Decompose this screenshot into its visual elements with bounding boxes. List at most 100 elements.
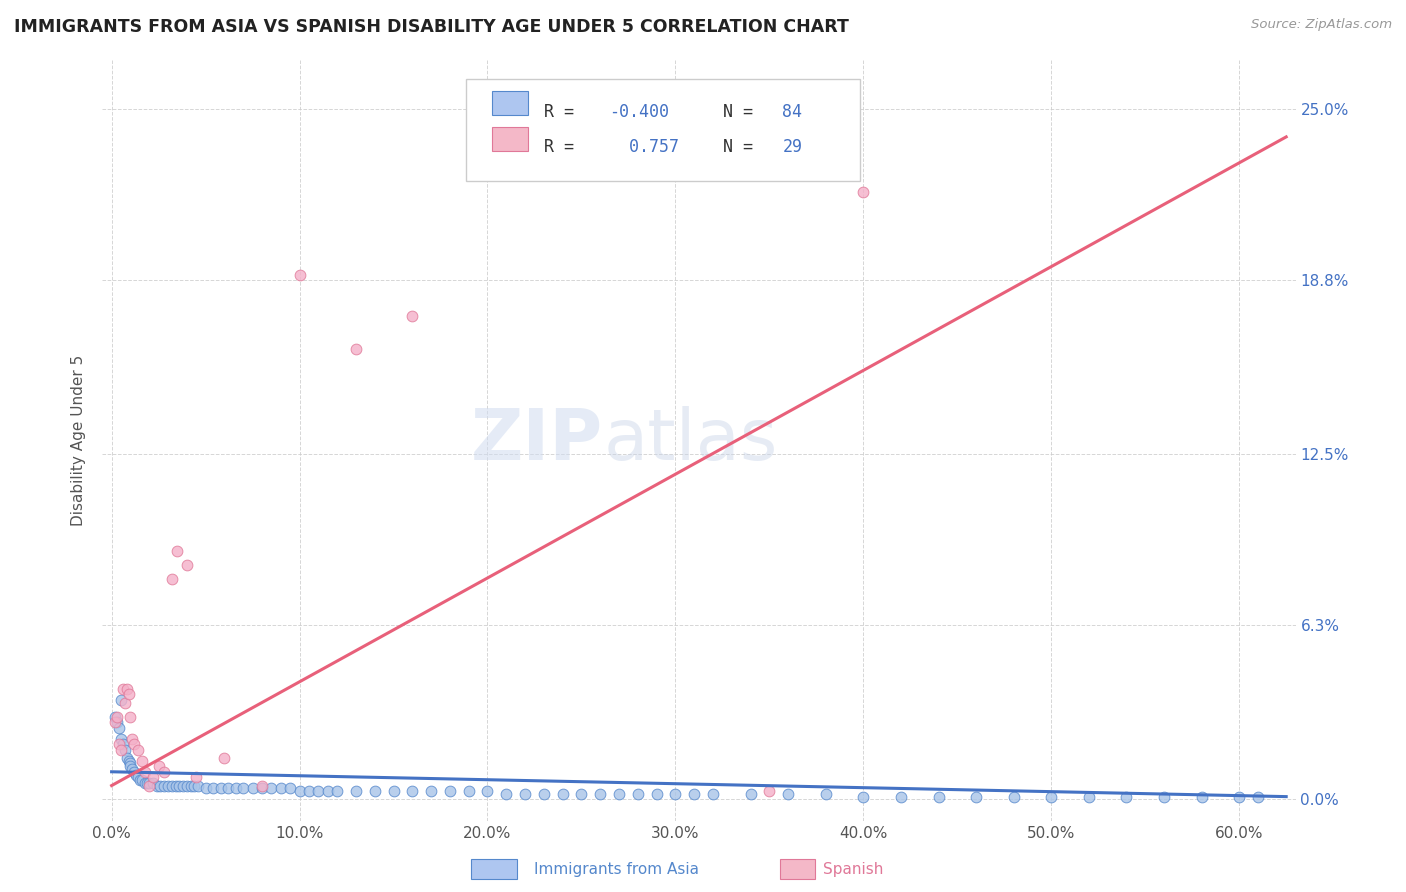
Point (664, 787, 686, 801)
Point (111, 681, 134, 696)
Text: R =: R = (544, 103, 583, 121)
Point (242, 781, 264, 796)
Point (114, 742, 136, 756)
Point (111, 737, 134, 751)
Point (131, 772, 153, 787)
Point (439, 784, 461, 798)
Point (110, 693, 132, 707)
Point (344, 343, 367, 357)
Point (890, 789, 912, 804)
Point (176, 558, 198, 572)
Point (288, 268, 311, 282)
Text: atlas: atlas (603, 406, 778, 475)
Point (138, 776, 160, 790)
Point (298, 784, 321, 798)
Point (148, 759, 170, 773)
Point (852, 789, 875, 804)
Point (153, 764, 176, 779)
Point (1153, 789, 1175, 804)
Text: 29: 29 (782, 138, 803, 156)
Point (138, 779, 160, 793)
Point (1002, 789, 1025, 804)
Point (160, 572, 183, 586)
Point (683, 787, 706, 801)
Point (142, 770, 165, 784)
Point (645, 787, 668, 801)
Point (166, 544, 188, 558)
Text: Spanish: Spanish (823, 863, 883, 877)
Point (186, 770, 208, 784)
Point (513, 787, 536, 801)
Point (131, 754, 153, 768)
Point (115, 681, 138, 696)
Point (326, 784, 349, 798)
Text: Source: ZipAtlas.com: Source: ZipAtlas.com (1251, 18, 1392, 31)
Point (121, 731, 143, 746)
Bar (492, 127, 529, 151)
Point (105, 709, 128, 723)
Point (278, 781, 301, 796)
Point (495, 787, 517, 801)
Point (627, 787, 650, 801)
Point (778, 787, 800, 801)
Point (214, 751, 236, 765)
Text: ZIP: ZIP (471, 406, 603, 475)
Point (120, 709, 142, 723)
Text: R =: R = (544, 138, 583, 156)
Point (108, 721, 131, 735)
Point (965, 789, 987, 804)
Point (110, 731, 132, 746)
Point (551, 787, 574, 801)
Point (115, 751, 138, 765)
Point (589, 787, 612, 801)
Point (1040, 789, 1063, 804)
Point (533, 787, 555, 801)
Point (120, 759, 142, 773)
Point (852, 185, 875, 199)
Point (134, 764, 156, 779)
Point (125, 767, 148, 781)
Point (740, 787, 762, 801)
Point (183, 779, 205, 793)
Point (121, 762, 143, 776)
Point (702, 787, 724, 801)
Point (209, 781, 232, 796)
Point (156, 779, 179, 793)
Point (928, 789, 950, 804)
Point (149, 779, 172, 793)
Text: N =: N = (723, 103, 763, 121)
Point (288, 784, 311, 798)
Point (477, 784, 499, 798)
Point (194, 781, 217, 796)
Point (142, 776, 165, 790)
Point (172, 779, 194, 793)
Point (104, 715, 127, 730)
Point (122, 764, 145, 779)
Point (145, 779, 167, 793)
Point (202, 781, 225, 796)
Text: 0.757: 0.757 (609, 138, 679, 156)
Point (250, 781, 273, 796)
Point (571, 787, 593, 801)
Point (176, 779, 198, 793)
Text: 84: 84 (782, 103, 803, 121)
Text: Immigrants from Asia: Immigrants from Asia (534, 863, 699, 877)
Point (270, 781, 292, 796)
Point (814, 787, 837, 801)
Point (607, 787, 630, 801)
Point (117, 754, 139, 768)
Point (114, 696, 136, 710)
Point (1247, 789, 1270, 804)
Point (232, 781, 254, 796)
Point (120, 756, 142, 771)
Point (1191, 789, 1213, 804)
Point (160, 779, 183, 793)
Point (127, 742, 149, 756)
FancyBboxPatch shape (467, 78, 860, 181)
Point (250, 779, 273, 793)
Point (420, 784, 443, 798)
Point (307, 784, 329, 798)
Point (1077, 789, 1099, 804)
Point (364, 784, 387, 798)
Point (382, 784, 405, 798)
